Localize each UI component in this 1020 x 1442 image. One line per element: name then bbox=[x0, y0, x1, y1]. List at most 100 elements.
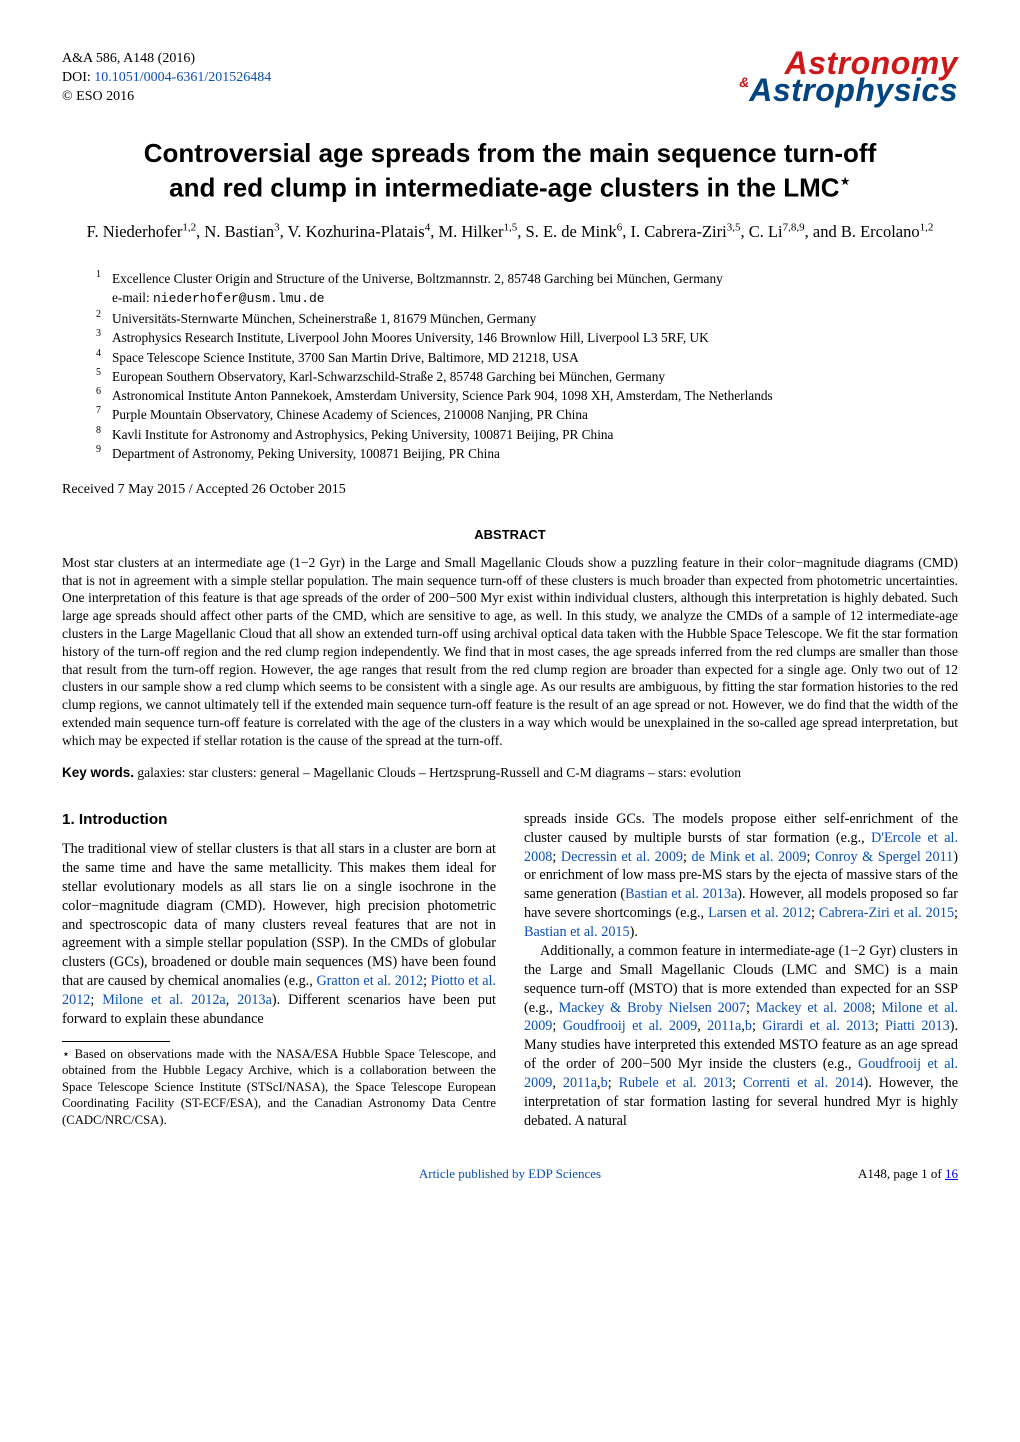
affiliation-text: Astronomical Institute Anton Pannekoek, … bbox=[112, 386, 958, 405]
cite-mackey-2007[interactable]: Mackey & Broby Nielsen 2007 bbox=[559, 1000, 746, 1016]
page-number-label: A148, page 1 of bbox=[858, 1166, 945, 1181]
logo-amp: & bbox=[739, 77, 749, 89]
affiliation-text: European Southern Observatory, Karl-Schw… bbox=[112, 367, 958, 386]
keywords: Key words. galaxies: star clusters: gene… bbox=[62, 764, 958, 782]
title-star: ⋆ bbox=[840, 171, 851, 191]
affiliation-number: 4 bbox=[96, 347, 112, 366]
affiliation-text: Space Telescope Science Institute, 3700 … bbox=[112, 348, 958, 367]
received-accepted: Received 7 May 2015 / Accepted 26 Octobe… bbox=[62, 481, 958, 500]
cite-decressin-2009[interactable]: Decressin et al. 2009 bbox=[561, 849, 683, 865]
cite-conroy-2011[interactable]: Conroy & Spergel 2011 bbox=[815, 849, 953, 865]
affiliation-row: 5European Southern Observatory, Karl-Sch… bbox=[96, 367, 958, 386]
cite-mackey-2008[interactable]: Mackey et al. 2008 bbox=[756, 1000, 872, 1016]
affiliation-number: 7 bbox=[96, 404, 112, 423]
cite-demink-2009[interactable]: de Mink et al. 2009 bbox=[692, 849, 807, 865]
cite-bastian-2013a[interactable]: Bastian et al. 2013a bbox=[625, 886, 737, 902]
cite-goudfrooij-2011b[interactable]: b bbox=[745, 1018, 752, 1034]
cite-goudfrooij-2011b2[interactable]: b bbox=[601, 1075, 608, 1091]
r2-sep-1: ; bbox=[746, 1000, 756, 1016]
email-address: niederhofer@usm.lmu.de bbox=[153, 291, 325, 306]
affiliation-number: 8 bbox=[96, 424, 112, 443]
affiliation-text: Kavli Institute for Astronomy and Astrop… bbox=[112, 425, 958, 444]
affiliation-row: 4Space Telescope Science Institute, 3700… bbox=[96, 348, 958, 367]
r2-sep-2: ; bbox=[871, 1000, 881, 1016]
body-columns: 1. Introduction The traditional view of … bbox=[62, 810, 958, 1131]
r2-sep-6: ; bbox=[752, 1018, 762, 1034]
footer-left-spacer bbox=[62, 1165, 262, 1183]
r-sep-4: ; bbox=[811, 905, 819, 921]
cite-goudfrooij-2009[interactable]: Goudfrooij et al. 2009 bbox=[563, 1018, 698, 1034]
title-line2: and red clump in intermediate-age cluste… bbox=[169, 173, 839, 203]
r-sep-3: ; bbox=[806, 849, 815, 865]
affiliation-row: 2Universitäts-Sternwarte München, Schein… bbox=[96, 309, 958, 328]
title-block: Controversial age spreads from the main … bbox=[62, 137, 958, 243]
affiliation-text: Department of Astronomy, Peking Universi… bbox=[112, 444, 958, 463]
affiliation-row: 1Excellence Cluster Origin and Structure… bbox=[96, 269, 958, 309]
author-list: F. Niederhofer1,2, N. Bastian3, V. Kozhu… bbox=[62, 220, 958, 243]
cite-gratton-2012[interactable]: Gratton et al. 2012 bbox=[316, 973, 423, 989]
cite-piatti-2013[interactable]: Piatti 2013 bbox=[885, 1018, 950, 1034]
header-right: Astronomy &Astrophysics bbox=[739, 50, 958, 104]
journal-ref: A&A 586, A148 (2016) bbox=[62, 50, 271, 69]
total-pages-link[interactable]: 16 bbox=[945, 1166, 958, 1181]
cite-girardi-2013[interactable]: Girardi et al. 2013 bbox=[762, 1018, 874, 1034]
section-1-heading: 1. Introduction bbox=[62, 810, 496, 830]
keywords-text: galaxies: star clusters: general – Magel… bbox=[134, 765, 741, 780]
affiliation-text: Excellence Cluster Origin and Structure … bbox=[112, 269, 958, 309]
affiliation-number: 5 bbox=[96, 366, 112, 385]
affiliation-text: Astrophysics Research Institute, Liverpo… bbox=[112, 328, 958, 347]
right-para-2: Additionally, a common feature in interm… bbox=[524, 942, 958, 1131]
right-para-1: spreads inside GCs. The models propose e… bbox=[524, 810, 958, 942]
title-line1: Controversial age spreads from the main … bbox=[144, 138, 877, 168]
doi-link[interactable]: 10.1051/0004-6361/201526484 bbox=[94, 70, 271, 85]
affiliation-number: 3 bbox=[96, 327, 112, 346]
header-left: A&A 586, A148 (2016) DOI: 10.1051/0004-6… bbox=[62, 50, 271, 107]
r-sep-5: ; bbox=[954, 905, 958, 921]
keywords-label: Key words. bbox=[62, 765, 134, 780]
r-sep-2: ; bbox=[683, 849, 692, 865]
cite-rubele-2013[interactable]: Rubele et al. 2013 bbox=[619, 1075, 732, 1091]
paper-title: Controversial age spreads from the main … bbox=[62, 137, 958, 206]
abstract-heading: ABSTRACT bbox=[62, 526, 958, 544]
r2-sep-3: ; bbox=[552, 1018, 562, 1034]
affiliation-row: 3Astrophysics Research Institute, Liverp… bbox=[96, 328, 958, 347]
affiliation-row: 6Astronomical Institute Anton Pannekoek,… bbox=[96, 386, 958, 405]
r2-sep-4: , bbox=[697, 1018, 707, 1034]
footer-right: A148, page 1 of 16 bbox=[758, 1165, 958, 1183]
r2-sep-7: ; bbox=[875, 1018, 885, 1034]
header-row: A&A 586, A148 (2016) DOI: 10.1051/0004-6… bbox=[62, 50, 958, 107]
doi-label: DOI: bbox=[62, 70, 94, 85]
intro-sep-2: ; bbox=[90, 992, 102, 1008]
cite-goudfrooij-2011a2[interactable]: 2011a bbox=[563, 1075, 597, 1091]
doi-line: DOI: 10.1051/0004-6361/201526484 bbox=[62, 69, 271, 88]
publisher-link[interactable]: Article published by EDP Sciences bbox=[419, 1166, 601, 1181]
cite-cabreraziri-2015[interactable]: Cabrera-Ziri et al. 2015 bbox=[819, 905, 954, 921]
affiliation-row: 7Purple Mountain Observatory, Chinese Ac… bbox=[96, 405, 958, 424]
r-sep-1: ; bbox=[552, 849, 561, 865]
cite-goudfrooij-2011a[interactable]: 2011a bbox=[707, 1018, 741, 1034]
r2-sep-10: ; bbox=[608, 1075, 619, 1091]
affiliation-text: Universitäts-Sternwarte München, Scheine… bbox=[112, 309, 958, 328]
intro-sep-1: ; bbox=[423, 973, 431, 989]
footnote-star: ⋆ Based on observations made with the NA… bbox=[62, 1046, 496, 1129]
email-label: e-mail: bbox=[112, 290, 153, 305]
affiliation-row: 8Kavli Institute for Astronomy and Astro… bbox=[96, 425, 958, 444]
cite-correnti-2014[interactable]: Correnti et al. 2014 bbox=[743, 1075, 864, 1091]
intro-para-1: The traditional view of stellar clusters… bbox=[62, 840, 496, 1029]
intro-sep-3: , bbox=[226, 992, 237, 1008]
abstract-body: Most star clusters at an intermediate ag… bbox=[62, 554, 958, 750]
affiliations: 1Excellence Cluster Origin and Structure… bbox=[96, 269, 958, 463]
cite-milone-2013a[interactable]: 2013a bbox=[237, 992, 272, 1008]
cite-bastian-2015[interactable]: Bastian et al. 2015 bbox=[524, 924, 630, 940]
cite-larsen-2012[interactable]: Larsen et al. 2012 bbox=[708, 905, 811, 921]
affiliation-number: 6 bbox=[96, 385, 112, 404]
affiliation-text: Purple Mountain Observatory, Chinese Aca… bbox=[112, 405, 958, 424]
right-column: spreads inside GCs. The models propose e… bbox=[524, 810, 958, 1131]
intro-text-1: The traditional view of stellar clusters… bbox=[62, 841, 496, 989]
affiliation-row: 9Department of Astronomy, Peking Univers… bbox=[96, 444, 958, 463]
logo-astrophysics: Astrophysics bbox=[749, 72, 958, 108]
footer-center: Article published by EDP Sciences bbox=[262, 1165, 758, 1183]
footnote-separator bbox=[62, 1041, 170, 1042]
journal-logo: Astronomy &Astrophysics bbox=[739, 50, 958, 104]
cite-milone-2012a[interactable]: Milone et al. 2012a bbox=[102, 992, 225, 1008]
